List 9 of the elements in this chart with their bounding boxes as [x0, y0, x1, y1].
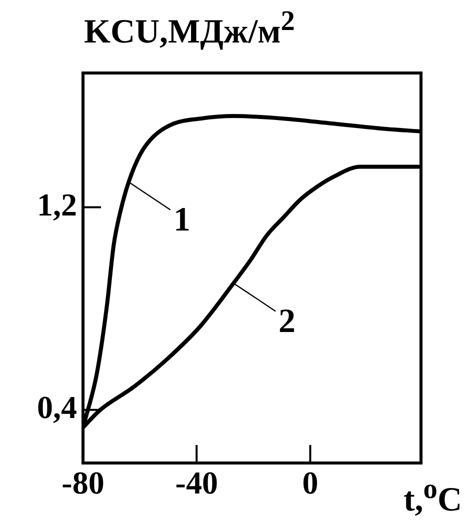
y-tick-label: 1,2 — [37, 186, 77, 222]
chart-title: KCU,МДж/м$^{2}$ — [84, 5, 295, 52]
y-tick-label: 0,4 — [37, 389, 77, 426]
x-axis-title: t,$^{o}$C — [403, 473, 462, 520]
x-tick-label: -80 — [62, 464, 104, 500]
x-tick-label: 0 — [302, 464, 318, 500]
x-tick-label: -40 — [175, 464, 218, 500]
annotation: 2 — [278, 302, 296, 340]
annotation: 1 — [173, 202, 190, 239]
